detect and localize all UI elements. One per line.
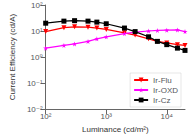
svg-text:10²: 10²: [40, 112, 52, 121]
svg-text:10⁻²: 10⁻²: [26, 104, 43, 114]
svg-text:10⁰: 10⁰: [31, 53, 43, 62]
svg-text:10⁻¹: 10⁻¹: [27, 79, 43, 88]
svg-text:Ir-Cz: Ir-Cz: [153, 96, 170, 105]
svg-text:10²: 10²: [31, 1, 43, 10]
svg-text:Luminance (cd/m²): Luminance (cd/m²): [82, 125, 149, 134]
svg-text:Current Efficiency (cd/A): Current Efficiency (cd/A): [8, 13, 17, 100]
svg-text:10⁴: 10⁴: [161, 112, 174, 121]
svg-text:Ir-OXD: Ir-OXD: [153, 86, 178, 95]
svg-text:10³: 10³: [100, 112, 112, 121]
svg-text:10¹: 10¹: [31, 27, 43, 36]
svg-text:Ir-Flu: Ir-Flu: [153, 76, 172, 85]
